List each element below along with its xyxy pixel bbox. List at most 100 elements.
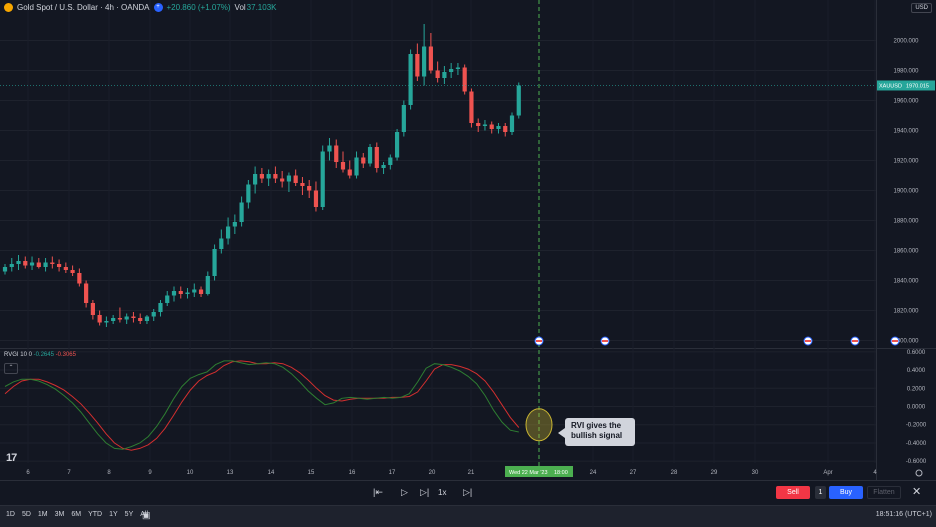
- range-all[interactable]: All: [140, 511, 149, 518]
- range-1m[interactable]: 1M: [37, 511, 48, 518]
- candle-body: [239, 202, 244, 222]
- range-5d[interactable]: 5D: [21, 511, 31, 518]
- candle-body: [131, 316, 136, 318]
- candle-body: [462, 67, 467, 92]
- chart-background: [0, 0, 936, 480]
- plus-icon[interactable]: +: [153, 3, 163, 12]
- range-ytd[interactable]: YTD: [88, 511, 103, 518]
- time-tick-label: 14: [268, 470, 275, 476]
- gear-icon: [915, 469, 923, 477]
- time-tick-label: 29: [711, 470, 718, 476]
- candle-body: [340, 162, 346, 170]
- candle-body: [455, 67, 461, 69]
- candle-body: [9, 264, 14, 267]
- calendar-icon[interactable]: ▣: [142, 510, 151, 520]
- candle-body: [225, 226, 231, 239]
- rvgi-tick-label: -0.6000: [906, 459, 927, 465]
- candle-body: [280, 178, 285, 182]
- candle-body: [50, 262, 55, 264]
- candle-body: [509, 115, 515, 132]
- sell-button[interactable]: Sell: [776, 486, 810, 499]
- price-tick-label: 1800.000: [893, 339, 919, 345]
- chart-canvas[interactable]: 2000.000 1980.000 1960.000 1940.000 1920.000…: [0, 0, 936, 480]
- candle-body: [347, 169, 352, 176]
- candle-body: [90, 303, 95, 315]
- speed-button[interactable]: 1x: [438, 488, 447, 497]
- jump-to-bar-icon[interactable]: |⇤: [373, 487, 383, 497]
- candle-body: [503, 126, 508, 132]
- last-price-value: 1970.015: [906, 83, 929, 89]
- candle-body: [354, 157, 359, 176]
- candle-body: [185, 292, 190, 294]
- price-tick-label: 1820.000: [893, 309, 919, 315]
- tradingview-logo[interactable]: 17: [6, 452, 17, 464]
- replay-toolbar: |⇤ ▷ ▷| 1x ▷| Sell 1 Buy Flatten ✕: [0, 480, 936, 505]
- jump-to-realtime-icon[interactable]: ▷|: [463, 487, 473, 497]
- candle-body: [104, 321, 109, 323]
- range-3m[interactable]: 3M: [54, 511, 65, 518]
- rvgi-line: [4, 360, 519, 450]
- candle-body: [320, 151, 325, 207]
- quantity-field[interactable]: 1: [815, 486, 826, 499]
- candle-body: [178, 291, 183, 294]
- candle-body: [422, 46, 427, 77]
- rvgi-tick-label: 0.6000: [907, 350, 926, 356]
- candle-body: [84, 283, 89, 303]
- cursor-time: 18:00: [554, 470, 568, 476]
- indicator-header: RVGI 10 0 -0.2645 -0.3065: [4, 352, 76, 358]
- rvgi-tick-label: -0.4000: [906, 441, 927, 447]
- candle-body: [286, 175, 292, 182]
- price-tick-label: 1840.000: [893, 279, 919, 285]
- gold-logo-icon: [4, 3, 13, 12]
- candle-body: [442, 72, 447, 78]
- indicator-name[interactable]: RVGI 10 0: [4, 352, 32, 358]
- candle-body: [138, 318, 143, 321]
- range-1y[interactable]: 1Y: [109, 511, 118, 518]
- buy-button[interactable]: Buy: [829, 486, 863, 499]
- range-5y[interactable]: 5Y: [124, 511, 134, 518]
- price-tick-label: 1960.000: [893, 99, 919, 105]
- candle-body: [273, 174, 278, 179]
- time-tick-label: 10: [187, 470, 194, 476]
- candle-body: [334, 145, 339, 162]
- clock-readout[interactable]: 18:51:16 (UTC+1): [875, 511, 932, 518]
- time-tick-label: 6: [26, 470, 30, 476]
- candle-body: [151, 312, 156, 317]
- candle-body: [56, 264, 62, 267]
- chevron-up-icon[interactable]: ⌃: [4, 363, 18, 374]
- range-6m[interactable]: 6M: [71, 511, 82, 518]
- indicator-value-rvgi: -0.2645: [33, 352, 54, 358]
- candle-body: [29, 262, 35, 266]
- annotation-callout: RVI gives the bullish signal: [558, 418, 635, 446]
- candle-body: [253, 174, 258, 185]
- step-forward-icon[interactable]: ▷|: [420, 487, 430, 497]
- rvgi-tick-label: 0.0000: [907, 405, 926, 411]
- candle-body: [246, 184, 251, 203]
- candle-body: [198, 289, 204, 294]
- price-tick-label: 1980.000: [893, 69, 919, 75]
- candle-body: [165, 295, 170, 303]
- price-tick-label: 1900.000: [893, 189, 919, 195]
- last-price-symbol: XAUUSD: [879, 83, 902, 89]
- cursor-date-badge: [505, 466, 573, 477]
- candle-body: [408, 54, 413, 105]
- time-tick-label: 21: [468, 470, 475, 476]
- economic-event-flag-stripe: [852, 340, 858, 342]
- candle-body: [77, 273, 82, 284]
- candle-body: [428, 46, 433, 71]
- economic-event-flag-stripe: [892, 340, 898, 342]
- range-1d[interactable]: 1D: [6, 511, 15, 518]
- flatten-button[interactable]: Flatten: [867, 486, 901, 499]
- candle-body: [266, 174, 271, 179]
- play-icon[interactable]: ▷: [401, 487, 408, 497]
- time-tick-label: 27: [630, 470, 637, 476]
- price-tick-label: 1940.000: [893, 129, 919, 135]
- candle-body: [489, 124, 494, 129]
- candle-body: [476, 123, 481, 126]
- rvgi-tick-label: 0.4000: [907, 368, 926, 374]
- currency-button[interactable]: USD: [911, 3, 932, 13]
- close-icon[interactable]: ✕: [912, 486, 922, 498]
- symbol-title[interactable]: Gold Spot / U.S. Dollar · 4h · OANDA: [17, 3, 150, 12]
- candle-body: [259, 174, 264, 179]
- candle-body: [307, 186, 312, 191]
